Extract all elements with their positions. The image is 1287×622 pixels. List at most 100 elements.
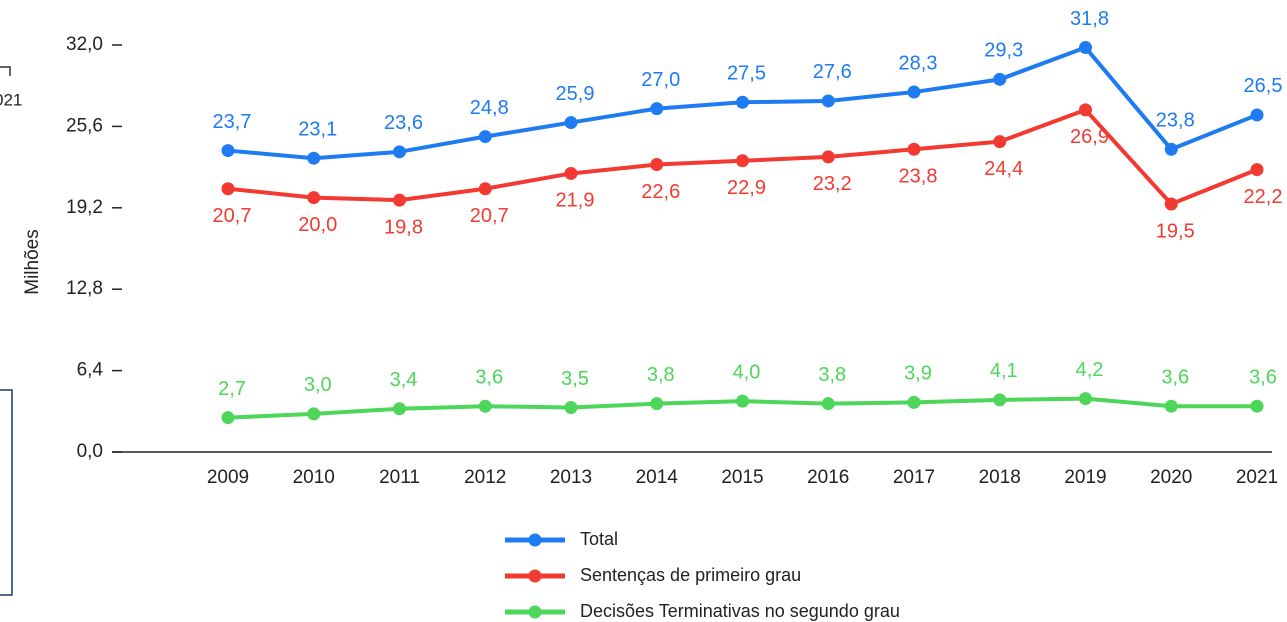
data-label: 3,6 — [1249, 366, 1277, 388]
data-point — [307, 191, 321, 205]
y-tick-label: 25,6 — [66, 115, 103, 136]
x-tick-label: 2016 — [807, 467, 849, 488]
data-label: 3,8 — [818, 364, 846, 386]
data-point — [1079, 392, 1092, 406]
data-label: 3,0 — [304, 374, 332, 396]
legend-label: Total — [580, 529, 618, 549]
data-label: 25,9 — [556, 83, 595, 105]
data-point — [564, 116, 578, 130]
data-label: 4,2 — [1076, 359, 1104, 381]
data-label: 19,5 — [1156, 220, 1195, 242]
data-label: 3,5 — [561, 368, 589, 390]
data-point — [736, 154, 749, 168]
data-point — [993, 135, 1007, 149]
data-point — [393, 145, 406, 159]
data-point — [1250, 163, 1264, 177]
data-point — [221, 411, 235, 425]
x-tick-label: 2009 — [207, 467, 249, 488]
x-tick-label: 2020 — [1150, 467, 1192, 488]
data-point — [221, 182, 235, 196]
data-label: 23,2 — [813, 173, 852, 195]
data-label: 19,8 — [384, 216, 423, 238]
data-label: 3,9 — [904, 363, 932, 385]
fragment-text: 021 — [0, 90, 22, 109]
data-point — [907, 85, 921, 99]
legend-label: Sentenças de primeiro grau — [580, 565, 801, 585]
legend-marker — [528, 533, 542, 547]
data-point — [821, 94, 835, 108]
data-label: 3,8 — [647, 364, 675, 386]
data-point — [478, 182, 492, 196]
data-label: 24,4 — [984, 158, 1023, 180]
data-label: 23,1 — [298, 118, 337, 140]
data-point — [907, 142, 921, 156]
x-tick-label: 2014 — [636, 467, 679, 488]
data-point — [650, 397, 664, 411]
data-point — [1079, 103, 1092, 117]
x-tick-label: 2012 — [464, 467, 506, 488]
y-tick-label: 32,0 — [66, 34, 103, 55]
data-point — [1250, 108, 1264, 122]
y-tick-label: 19,2 — [66, 197, 103, 218]
data-point — [1164, 197, 1178, 211]
data-point — [1164, 142, 1178, 156]
data-label: 22,2 — [1244, 186, 1283, 208]
y-axis-label: Milhões — [22, 229, 43, 294]
data-label: 23,6 — [384, 112, 423, 134]
data-point — [307, 407, 321, 421]
data-label: 22,9 — [727, 177, 766, 199]
x-tick-label: 2013 — [550, 467, 592, 488]
fragment-frame — [0, 66, 11, 76]
data-label: 28,3 — [899, 52, 938, 74]
data-label: 4,1 — [990, 360, 1018, 382]
data-label: 4,0 — [733, 361, 761, 383]
y-tick-label: 6,4 — [77, 360, 104, 381]
data-point — [907, 395, 921, 409]
data-label: 29,3 — [984, 40, 1023, 62]
data-point — [650, 102, 664, 116]
data-point — [821, 397, 835, 411]
data-label: 3,6 — [1161, 366, 1189, 388]
data-label: 24,8 — [470, 97, 509, 119]
x-tick-label: 2017 — [893, 467, 935, 488]
data-point — [736, 95, 749, 109]
legend-label: Decisões Terminativas no segundo grau — [580, 601, 900, 621]
fragment-box — [0, 389, 13, 596]
data-label: 26,9 — [1070, 126, 1109, 148]
data-point — [650, 158, 664, 172]
data-point — [564, 166, 578, 180]
data-label: 2,7 — [218, 378, 246, 400]
data-label: 27,6 — [813, 61, 852, 83]
y-tick-label: 12,8 — [66, 278, 103, 299]
data-point — [1079, 41, 1092, 55]
data-point — [736, 394, 749, 408]
data-point — [993, 72, 1007, 86]
data-label: 27,0 — [641, 69, 680, 91]
x-tick-label: 2018 — [979, 467, 1021, 488]
data-label: 21,9 — [556, 190, 595, 212]
legend-marker — [528, 605, 542, 619]
data-label: 31,8 — [1070, 8, 1109, 30]
legend-marker — [528, 569, 542, 583]
data-point — [393, 193, 406, 207]
data-point — [307, 151, 321, 165]
data-label: 3,4 — [390, 369, 418, 391]
data-label: 23,7 — [213, 111, 252, 133]
x-tick-label: 2010 — [293, 467, 335, 488]
data-label: 23,8 — [1156, 110, 1195, 132]
data-point — [564, 400, 578, 414]
data-point — [821, 150, 835, 164]
data-label: 20,7 — [470, 205, 509, 227]
data-point — [1250, 399, 1264, 413]
data-label: 27,5 — [727, 63, 766, 85]
data-label: 23,8 — [899, 166, 938, 188]
x-tick-label: 2021 — [1236, 467, 1278, 488]
data-label: 22,6 — [641, 181, 680, 203]
data-label: 20,0 — [298, 214, 337, 236]
data-label: 20,7 — [213, 205, 252, 227]
data-label: 26,5 — [1244, 75, 1283, 97]
x-tick-label: 2015 — [721, 467, 763, 488]
data-point — [478, 399, 492, 413]
data-point — [993, 393, 1007, 407]
